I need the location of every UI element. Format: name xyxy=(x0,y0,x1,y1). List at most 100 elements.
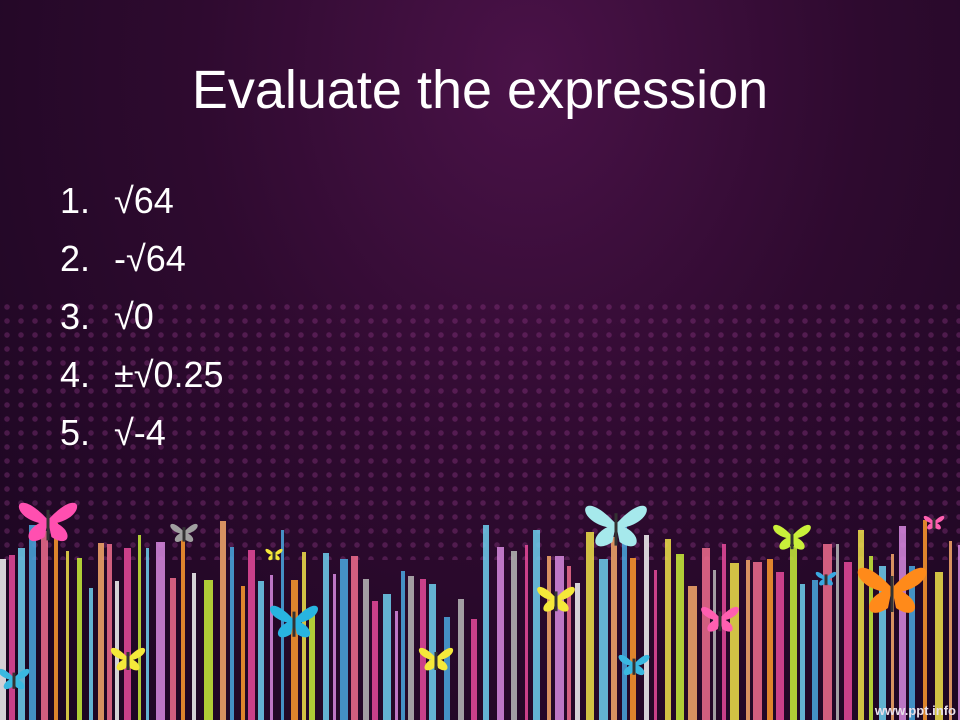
stripe xyxy=(77,558,82,720)
stripe xyxy=(333,574,336,720)
butterfly-icon xyxy=(618,654,650,676)
stripe xyxy=(909,566,915,720)
butterfly-icon xyxy=(269,605,319,638)
stripe xyxy=(29,525,36,720)
butterfly-icon xyxy=(18,502,78,542)
item-text: ±√0.25 xyxy=(114,354,224,395)
stripe xyxy=(138,535,141,720)
stripe xyxy=(220,521,226,720)
stripe xyxy=(340,559,348,720)
stripe xyxy=(599,559,608,720)
dot-pattern xyxy=(0,300,960,560)
stripe xyxy=(644,535,649,720)
stripe xyxy=(958,545,960,720)
stripe xyxy=(547,556,551,720)
stripe xyxy=(654,570,657,720)
stripe xyxy=(351,556,358,720)
stripe xyxy=(790,546,797,720)
stripe xyxy=(483,525,489,720)
stripe xyxy=(323,553,329,720)
list-item: 4. ±√0.25 xyxy=(60,346,224,404)
stripe xyxy=(66,551,69,720)
item-number: 5. xyxy=(60,412,91,453)
stripe xyxy=(156,542,165,720)
butterfly-icon xyxy=(923,515,945,530)
stripe xyxy=(383,594,391,720)
stripe xyxy=(408,576,414,720)
stripe xyxy=(18,548,25,720)
expression-list: 1. √64 2. -√64 3. √0 4. ±√0.25 5. √-4 xyxy=(60,172,224,462)
stripe xyxy=(923,520,927,720)
stripe xyxy=(812,580,818,720)
stripe xyxy=(891,554,894,720)
stripe xyxy=(730,563,739,720)
stripe xyxy=(800,584,805,720)
stripe xyxy=(458,599,464,720)
stripe xyxy=(767,559,773,720)
butterfly-icon xyxy=(537,586,575,612)
stripe xyxy=(688,586,697,720)
stripe xyxy=(858,530,864,720)
item-number: 2. xyxy=(60,238,91,279)
butterfly-icon xyxy=(773,524,811,550)
list-item: 1. √64 xyxy=(60,172,224,230)
stripe xyxy=(107,544,112,720)
slide-title: Evaluate the expression xyxy=(191,60,769,120)
stripe xyxy=(776,572,784,720)
stripe xyxy=(611,537,617,720)
stripe xyxy=(746,560,750,720)
stripe xyxy=(0,559,6,720)
stripe xyxy=(935,572,943,720)
stripe xyxy=(497,547,504,720)
item-text: √0 xyxy=(114,296,154,337)
stripe xyxy=(281,530,284,720)
item-number: 4. xyxy=(60,354,91,395)
item-number: 3. xyxy=(60,296,91,337)
butterfly-icon xyxy=(170,523,198,542)
stripe xyxy=(471,619,477,720)
stripe xyxy=(124,548,131,720)
stripe xyxy=(401,571,405,720)
stripe xyxy=(98,543,104,720)
stripe xyxy=(372,601,378,720)
stripe xyxy=(270,575,273,720)
stripe xyxy=(429,584,436,720)
butterfly-icon xyxy=(815,571,837,586)
butterfly-icon xyxy=(585,505,647,547)
stripe xyxy=(170,578,176,720)
watermark: www.ppt.info xyxy=(874,703,956,718)
stripe xyxy=(630,558,636,720)
list-item: 3. √0 xyxy=(60,288,224,346)
stripe xyxy=(676,554,684,720)
list-item: 2. -√64 xyxy=(60,230,224,288)
stripe xyxy=(622,521,627,720)
stripe xyxy=(511,551,517,720)
stripe xyxy=(586,532,594,720)
butterfly-icon xyxy=(418,647,454,671)
stripe xyxy=(575,583,580,720)
stripe xyxy=(41,531,48,720)
item-number: 1. xyxy=(60,180,91,221)
stripe xyxy=(836,544,839,720)
stripe xyxy=(533,530,540,720)
butterfly-icon xyxy=(701,606,739,632)
stripe xyxy=(555,556,564,720)
stripe xyxy=(844,562,852,720)
stripe xyxy=(665,539,671,720)
stripe xyxy=(248,550,255,720)
stripe xyxy=(823,544,832,720)
list-item: 5. √-4 xyxy=(60,404,224,462)
stripe xyxy=(146,548,149,720)
stripe xyxy=(54,523,58,720)
stripe xyxy=(869,556,873,720)
stripe xyxy=(879,566,886,720)
stripe xyxy=(181,536,185,720)
stripe xyxy=(241,586,245,720)
stripe xyxy=(713,570,716,720)
butterfly-icon xyxy=(265,548,283,561)
stripe xyxy=(899,526,906,720)
stripe xyxy=(9,555,15,720)
stripe xyxy=(309,608,315,720)
stripe xyxy=(949,541,952,720)
